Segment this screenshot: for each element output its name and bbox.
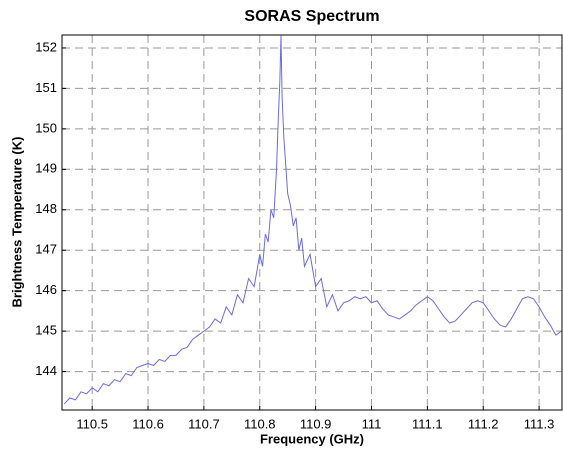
- y-tick-label: 151: [35, 80, 57, 95]
- spectrum-line: [63, 35, 562, 405]
- x-tick-label: 111.3: [524, 416, 555, 431]
- x-tick-label: 110.9: [300, 416, 332, 431]
- y-tick-label: 148: [35, 201, 57, 216]
- y-axis-label: Brightness Temperature (K): [9, 137, 24, 308]
- y-tick-label: 146: [35, 282, 57, 297]
- y-tick-label: 144: [35, 363, 57, 378]
- chart-title: SORAS Spectrum: [244, 8, 379, 25]
- x-axis-label: Frequency (GHz): [260, 431, 364, 446]
- x-tick-label: 111: [362, 416, 382, 431]
- y-tick-label: 147: [35, 242, 57, 257]
- y-tick-label: 145: [35, 323, 57, 338]
- y-tick-label: 149: [35, 161, 57, 176]
- x-tick-label: 111.1: [412, 416, 443, 431]
- y-tick-label: 150: [35, 120, 57, 135]
- plot-frame: [61, 34, 563, 411]
- y-tick-label: 152: [35, 39, 57, 54]
- x-tick-label: 110.8: [244, 416, 276, 431]
- x-tick-label: 110.5: [76, 416, 108, 431]
- x-tick-label: 110.6: [132, 416, 164, 431]
- x-tick-label: 111.2: [468, 416, 499, 431]
- x-tick-label: 110.7: [188, 416, 220, 431]
